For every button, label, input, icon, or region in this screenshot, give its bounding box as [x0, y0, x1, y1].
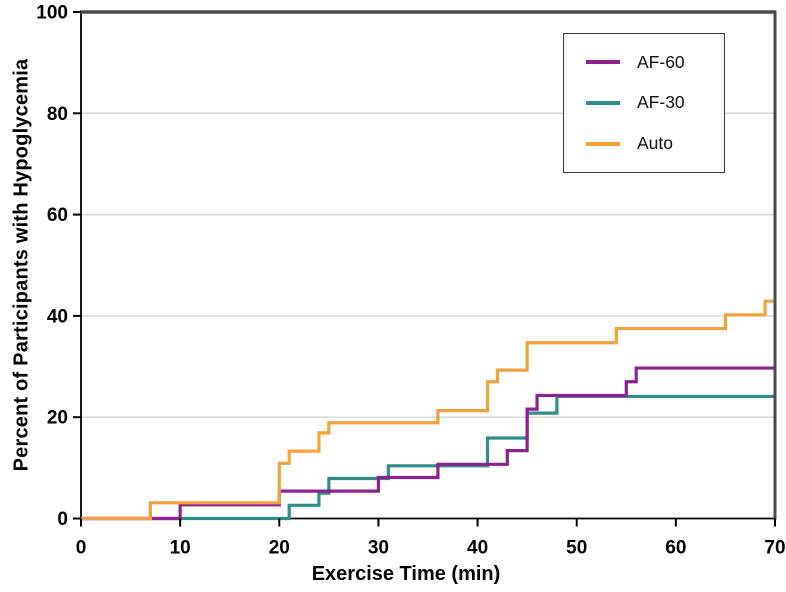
svg-text:50: 50	[566, 538, 587, 559]
series-Auto	[81, 299, 775, 521]
svg-text:20: 20	[47, 408, 68, 429]
legend-swatch-af30	[586, 100, 620, 105]
svg-text:0: 0	[57, 509, 68, 530]
series-AF-60	[81, 366, 775, 521]
svg-text:80: 80	[47, 104, 68, 125]
svg-text:20: 20	[269, 538, 290, 559]
svg-text:40: 40	[467, 538, 488, 559]
svg-text:60: 60	[47, 205, 68, 226]
svg-text:30: 30	[368, 538, 389, 559]
svg-text:10: 10	[170, 538, 191, 559]
x-tick-labels: 0 10 20 30 40 50 60 70	[76, 538, 786, 559]
legend-item-af30: AF-30	[586, 94, 724, 112]
legend-item-auto: Auto	[586, 132, 724, 153]
svg-text:0: 0	[76, 538, 87, 559]
series-AF-30	[81, 394, 775, 521]
y-tick-labels: 0 20 40 60 80 100	[36, 3, 68, 531]
svg-text:100: 100	[36, 3, 68, 24]
axes-top-right	[80, 10, 777, 520]
x-axis-title: Exercise Time (min)	[311, 563, 501, 585]
legend-label-af30: AF-30	[637, 92, 685, 113]
svg-text:60: 60	[665, 538, 686, 559]
svg-text:40: 40	[47, 306, 68, 327]
legend-swatch-af60	[586, 60, 620, 65]
tick-marks	[73, 11, 776, 527]
legend: AF-60 AF-30 Auto	[563, 33, 725, 173]
y-axis-title: Percent of Participants with Hypoglycemi…	[10, 58, 33, 472]
legend-swatch-auto	[586, 141, 620, 146]
legend-label-auto: Auto	[637, 132, 673, 153]
legend-label-af60: AF-60	[637, 51, 685, 72]
svg-text:70: 70	[764, 538, 785, 559]
legend-item-af60: AF-60	[586, 51, 724, 72]
